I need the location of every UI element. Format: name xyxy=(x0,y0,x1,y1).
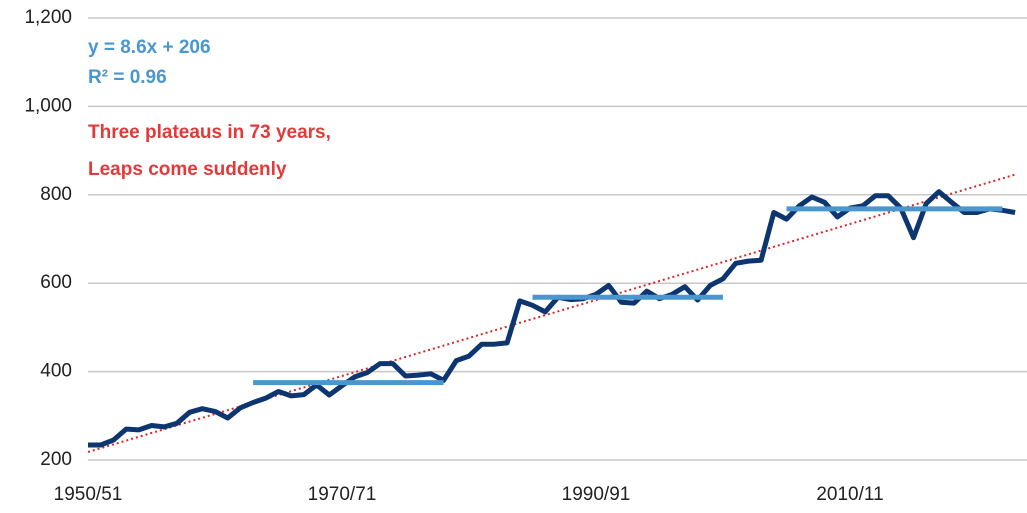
x-tick-label: 1970/71 xyxy=(308,484,377,505)
y-tick-label: 1,000 xyxy=(24,95,72,116)
annotation: y = 8.6x + 206 xyxy=(88,37,211,58)
annotation: R² = 0.96 xyxy=(88,67,167,88)
data-line xyxy=(88,189,1016,448)
x-tick-label: 1990/91 xyxy=(562,484,631,505)
trend-line xyxy=(87,173,1016,453)
y-tick-label: 600 xyxy=(40,272,72,293)
x-tick-label: 1950/51 xyxy=(54,484,123,505)
y-tick-label: 800 xyxy=(40,184,72,205)
y-tick-label: 1,200 xyxy=(24,7,72,28)
x-tick-label: 2010/11 xyxy=(816,484,883,505)
annotation: Leaps come suddenly xyxy=(88,159,287,180)
y-tick-label: 400 xyxy=(40,361,72,382)
annotation: Three plateaus in 73 years, xyxy=(88,122,331,143)
y-tick-label: 200 xyxy=(40,449,72,470)
